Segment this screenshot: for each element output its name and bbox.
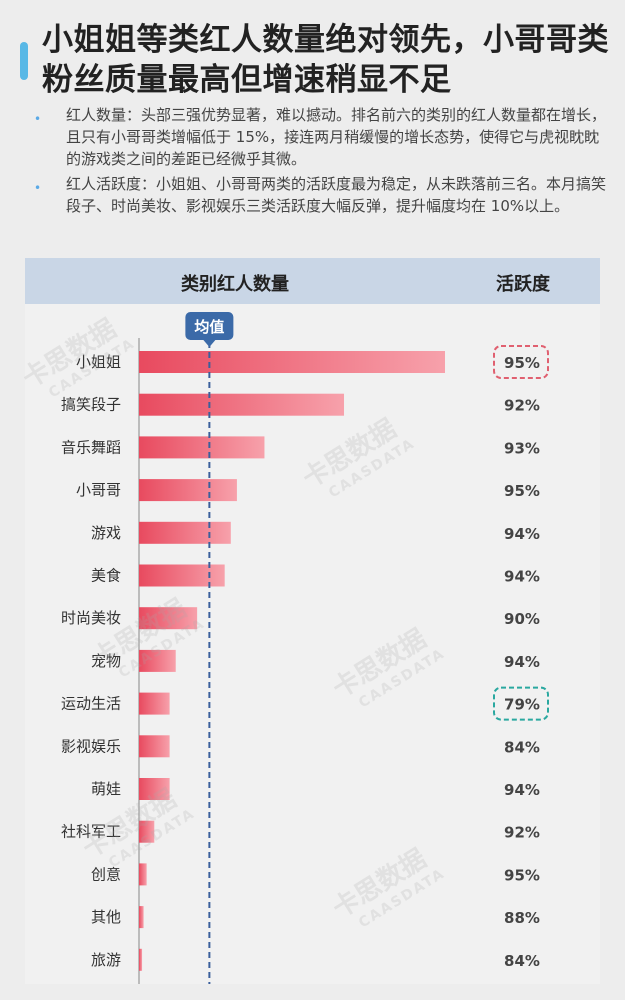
bullet-item-activity: • 红人活跃度：小姐姐、小哥哥两类的活跃度最为稳定，从未跌落前三名。本月搞笑段子… [30,173,610,217]
bar [139,607,198,630]
bar [139,649,176,672]
page-title: 小姐姐等类红人数量绝对领先，小哥哥类粉丝质量最高但增速稍显不足 [42,22,609,98]
bar [139,393,345,416]
bullet-item-count: • 红人数量：头部三强优势显著，难以撼动。排名前六的类别的红人数量都在增长，且只… [30,104,610,170]
activity-value: 79% [504,696,540,714]
category-label: 其他 [91,908,121,926]
category-label: 音乐舞蹈 [61,438,121,456]
bullet-text: 红人数量：头部三强优势显著，难以撼动。排名前六的类别的红人数量都在增长，且只有小… [66,106,607,168]
summary-bullets: • 红人数量：头部三强优势显著，难以撼动。排名前六的类别的红人数量都在增长，且只… [30,104,610,220]
category-label: 萌娃 [91,780,121,798]
bullet-dot-icon: • [34,112,42,126]
chart-header: 类别红人数量 活跃度 [25,258,600,304]
bar [139,863,147,886]
bar [139,479,237,502]
activity-highlight-high [493,345,549,379]
activity-value: 88% [504,909,540,927]
bar [139,564,225,587]
activity-value: 95% [504,354,540,372]
activity-value: 94% [504,568,540,586]
title-accent-bar [20,42,28,80]
bar [139,778,170,800]
category-label: 运动生活 [61,695,121,713]
category-label: 美食 [91,567,121,585]
activity-value: 94% [504,653,540,671]
bar [139,521,231,544]
bullet-dot-icon: • [34,181,42,195]
bar [139,692,170,715]
category-label: 旅游 [91,951,121,969]
category-label: 搞笑段子 [61,396,121,414]
bar [139,436,265,459]
category-label: 时尚美妆 [61,609,121,627]
average-badge-pointer [203,340,216,347]
activity-value: 92% [504,397,540,415]
bar [139,906,144,929]
category-label: 宠物 [91,652,121,670]
activity-value: 84% [504,738,540,756]
activity-value: 94% [504,781,540,799]
category-label: 影视娱乐 [61,737,121,755]
activity-value: 94% [504,525,540,543]
bar [139,351,445,373]
header-category-count: 类别红人数量 [181,274,289,295]
category-label: 小哥哥 [76,481,121,499]
category-label: 小姐姐 [76,353,121,371]
activity-value: 95% [504,482,540,500]
activity-value: 84% [504,952,540,970]
category-label: 社科军工 [61,823,121,841]
header-activity: 活跃度 [496,274,550,295]
category-label: 游戏 [91,524,121,542]
chart-panel: 类别红人数量 活跃度 小姐姐 95% 搞笑段子 92% 音乐舞蹈 93% 小哥哥 95% 游戏 9… [25,258,600,984]
bar-chart: 小姐姐 95% 搞笑段子 92% 音乐舞蹈 93% 小哥哥 95% 游戏 94% 美食 94% 时尚美妆… [61,312,549,984]
bar [139,948,143,971]
bar [139,735,170,758]
activity-value: 93% [504,439,540,457]
average-label: 均值 [194,318,224,336]
category-label: 创意 [91,865,121,883]
activity-value: 92% [504,824,540,842]
average-badge [185,312,234,340]
activity-value: 90% [504,610,540,628]
bullet-text: 红人活跃度：小姐姐、小哥哥两类的活跃度最为稳定，从未跌落前三名。本月搞笑段子、时… [66,175,607,215]
activity-value: 95% [504,866,540,884]
activity-highlight-low [493,686,549,721]
bar [139,820,155,843]
